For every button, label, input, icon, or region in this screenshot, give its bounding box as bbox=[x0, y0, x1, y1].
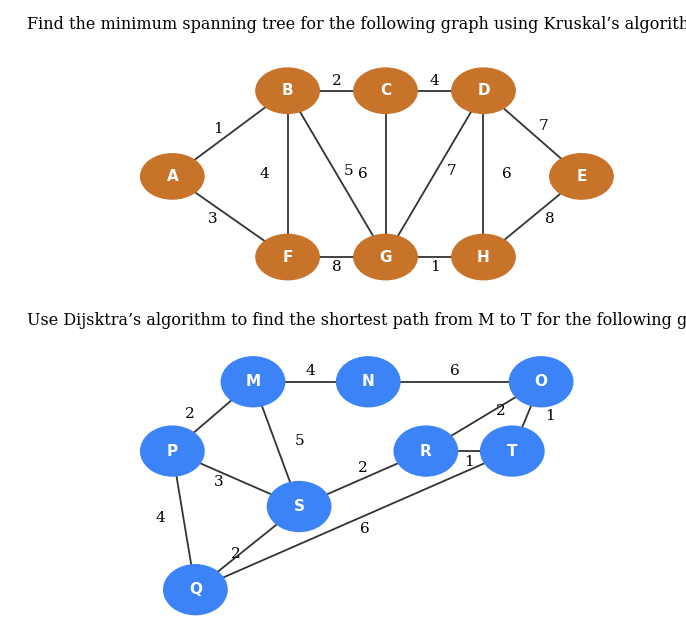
Ellipse shape bbox=[268, 481, 331, 532]
Text: Find the minimum spanning tree for the following graph using Kruskal’s algorithm: Find the minimum spanning tree for the f… bbox=[27, 16, 686, 33]
Text: 1: 1 bbox=[545, 410, 555, 423]
Text: 6: 6 bbox=[360, 522, 370, 536]
Text: D: D bbox=[477, 83, 490, 98]
Ellipse shape bbox=[452, 68, 515, 113]
Text: Q: Q bbox=[189, 582, 202, 597]
Ellipse shape bbox=[394, 426, 458, 476]
Text: 1: 1 bbox=[429, 260, 440, 274]
Text: 6: 6 bbox=[450, 364, 460, 378]
Ellipse shape bbox=[354, 234, 417, 280]
Text: 4: 4 bbox=[259, 167, 270, 181]
Ellipse shape bbox=[256, 234, 319, 280]
Ellipse shape bbox=[164, 564, 227, 615]
Text: 4: 4 bbox=[306, 364, 316, 378]
Text: 4: 4 bbox=[156, 510, 166, 525]
Text: O: O bbox=[534, 374, 547, 389]
Text: T: T bbox=[507, 444, 517, 459]
Text: 7: 7 bbox=[447, 164, 457, 178]
Ellipse shape bbox=[222, 357, 285, 407]
Text: G: G bbox=[379, 249, 392, 265]
Text: 5: 5 bbox=[343, 164, 353, 178]
Text: H: H bbox=[477, 249, 490, 265]
Text: 8: 8 bbox=[545, 212, 554, 226]
Text: 2: 2 bbox=[331, 74, 342, 88]
Ellipse shape bbox=[481, 426, 544, 476]
Text: 3: 3 bbox=[208, 212, 217, 226]
Text: 6: 6 bbox=[357, 167, 368, 181]
Text: E: E bbox=[576, 169, 587, 184]
Ellipse shape bbox=[337, 357, 400, 407]
Text: R: R bbox=[420, 444, 431, 459]
Text: A: A bbox=[167, 169, 178, 184]
Text: M: M bbox=[246, 374, 261, 389]
Text: P: P bbox=[167, 444, 178, 459]
Text: 1: 1 bbox=[464, 455, 474, 469]
Ellipse shape bbox=[510, 357, 573, 407]
Text: 7: 7 bbox=[539, 119, 549, 133]
Text: F: F bbox=[283, 249, 293, 265]
Text: 4: 4 bbox=[429, 74, 440, 88]
Text: N: N bbox=[362, 374, 375, 389]
Ellipse shape bbox=[141, 154, 204, 199]
Text: 2: 2 bbox=[185, 406, 195, 421]
Text: 1: 1 bbox=[213, 122, 224, 135]
Text: Use Dijsktra’s algorithm to find the shortest path from ​M​ to ​T​ for the follo: Use Dijsktra’s algorithm to find the sho… bbox=[27, 312, 686, 329]
Text: S: S bbox=[294, 499, 305, 514]
Ellipse shape bbox=[549, 154, 613, 199]
Text: 2: 2 bbox=[496, 404, 506, 418]
Text: 2: 2 bbox=[230, 547, 241, 561]
Text: 5: 5 bbox=[294, 434, 304, 449]
Text: 8: 8 bbox=[332, 260, 342, 274]
Text: 3: 3 bbox=[213, 474, 223, 489]
Text: C: C bbox=[380, 83, 391, 98]
Text: 6: 6 bbox=[501, 167, 512, 181]
Text: 2: 2 bbox=[357, 461, 368, 475]
Ellipse shape bbox=[452, 234, 515, 280]
Ellipse shape bbox=[256, 68, 319, 113]
Ellipse shape bbox=[354, 68, 417, 113]
Text: B: B bbox=[282, 83, 294, 98]
Ellipse shape bbox=[141, 426, 204, 476]
